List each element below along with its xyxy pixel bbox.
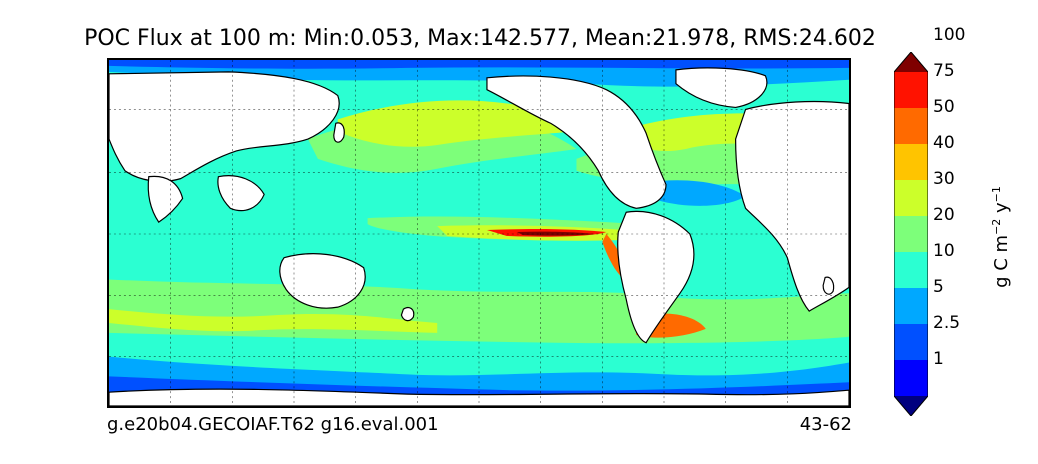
india bbox=[147, 175, 184, 223]
map-panel bbox=[107, 58, 851, 408]
colorbar-unit-label: g C m−2 y−1 bbox=[990, 186, 1012, 288]
colorbar-segment bbox=[894, 252, 928, 288]
colorbar-segment bbox=[894, 72, 928, 108]
greenland bbox=[675, 67, 768, 109]
colorbar-tick-label: 1 bbox=[933, 349, 944, 369]
graticule bbox=[109, 60, 849, 406]
colorbar-extension-low bbox=[894, 396, 928, 416]
map-canvas bbox=[109, 60, 849, 406]
colorbar-segment bbox=[894, 324, 928, 360]
colorbar-tick-label: 75 bbox=[933, 61, 955, 81]
north-america bbox=[486, 75, 667, 209]
colorbar-segment bbox=[894, 144, 928, 180]
unit-exponent-1: −2 bbox=[990, 218, 1003, 235]
eurasia-east bbox=[109, 71, 340, 182]
equatorial-band-dark bbox=[516, 231, 595, 236]
south-america bbox=[617, 210, 695, 344]
colorbar bbox=[894, 52, 928, 416]
unit-main: g C m bbox=[991, 234, 1012, 288]
footer-case-name: g.e20b04.GECOIAF.T62 g16.eval.001 bbox=[107, 414, 439, 435]
colorbar-tick-label: 40 bbox=[933, 133, 955, 153]
colorbar-segment bbox=[894, 216, 928, 252]
map-title: POC Flux at 100 m: Min:0.053, Max:142.57… bbox=[84, 26, 876, 51]
colorbar-segment bbox=[894, 360, 928, 396]
colorbar-tick-label: 5 bbox=[933, 277, 944, 297]
colorbar-segment bbox=[894, 180, 928, 216]
colorbar-segment bbox=[894, 288, 928, 324]
footer-year-range: 43-62 bbox=[799, 414, 852, 435]
southern-ocean-band-yellow bbox=[109, 309, 438, 333]
africa-europe bbox=[735, 100, 849, 312]
southeast-asia bbox=[217, 175, 265, 212]
subtropical-atlantic-blue bbox=[646, 180, 746, 206]
colorbar-tick-label: 30 bbox=[933, 169, 955, 189]
japan bbox=[333, 122, 345, 143]
colorbar-segment bbox=[894, 108, 928, 144]
madagascar bbox=[822, 276, 835, 295]
new-zealand bbox=[400, 306, 415, 322]
colorbar-tick-label: 50 bbox=[933, 97, 955, 117]
north-pacific-yellow bbox=[337, 100, 577, 147]
unit-mid: y bbox=[991, 202, 1012, 219]
colorbar-extension-high bbox=[894, 52, 928, 72]
australia bbox=[279, 253, 366, 309]
colorbar-tick-label: 100 bbox=[933, 25, 966, 45]
colorbar-tick-label: 20 bbox=[933, 205, 955, 225]
colorbar-tick-label: 10 bbox=[933, 241, 955, 261]
colorbar-tick-label: 2.5 bbox=[933, 313, 961, 333]
unit-exponent-2: −1 bbox=[990, 186, 1003, 203]
